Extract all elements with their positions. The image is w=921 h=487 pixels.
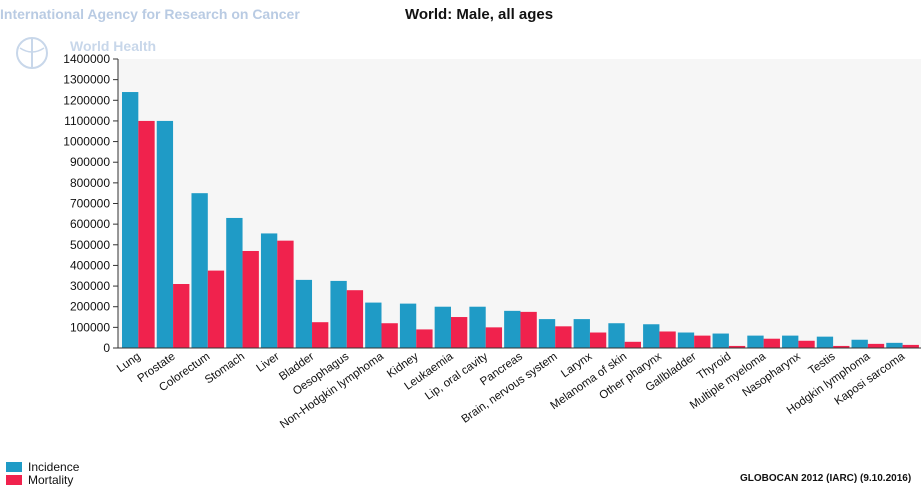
legend-swatch-incidence bbox=[6, 461, 22, 472]
bar-mortality bbox=[207, 270, 225, 348]
bar-mortality bbox=[694, 335, 711, 348]
bar-incidence bbox=[330, 280, 347, 348]
bar-incidence bbox=[538, 319, 556, 348]
bar-mortality bbox=[902, 344, 919, 348]
bar-mortality bbox=[555, 326, 572, 348]
bar-incidence bbox=[469, 306, 486, 348]
bar-mortality bbox=[485, 327, 503, 348]
y-tick-label: 300000 bbox=[70, 279, 110, 293]
bar-mortality bbox=[763, 338, 780, 348]
bar-incidence bbox=[226, 217, 243, 348]
bar-incidence bbox=[747, 335, 764, 348]
bar-mortality bbox=[242, 250, 259, 348]
bar-incidence bbox=[365, 302, 382, 348]
legend-label-incidence: Incidence bbox=[28, 459, 80, 474]
bar-mortality bbox=[173, 284, 190, 348]
bar-incidence bbox=[434, 306, 451, 348]
bar-mortality bbox=[277, 240, 294, 348]
bar-incidence bbox=[399, 303, 417, 348]
bar-mortality bbox=[798, 340, 815, 348]
x-tick-label: Lung bbox=[115, 351, 143, 376]
y-tick-label: 1300000 bbox=[63, 73, 110, 87]
bar-incidence bbox=[191, 193, 208, 348]
bar-mortality bbox=[589, 332, 607, 348]
bar-incidence bbox=[851, 339, 868, 348]
bar-mortality bbox=[346, 290, 364, 348]
bar-mortality bbox=[416, 329, 433, 348]
legend: Incidence Mortality bbox=[6, 459, 80, 487]
legend-item-mortality: Mortality bbox=[6, 472, 79, 487]
y-tick-label: 900000 bbox=[70, 155, 110, 169]
bar-incidence bbox=[886, 342, 903, 348]
y-tick-label: 500000 bbox=[70, 238, 110, 252]
bar-mortality bbox=[520, 311, 537, 348]
bar-incidence bbox=[816, 336, 834, 348]
bar-mortality bbox=[833, 345, 850, 348]
x-tick-label: Liver bbox=[254, 351, 281, 375]
chart-title: World: Male, all ages bbox=[405, 6, 554, 23]
bar-mortality bbox=[381, 323, 398, 348]
y-tick-label: 0 bbox=[103, 341, 110, 355]
bar-incidence bbox=[573, 319, 590, 348]
y-tick-label: 700000 bbox=[70, 197, 110, 211]
y-tick-label: 1400000 bbox=[63, 52, 110, 66]
bar-mortality bbox=[659, 331, 676, 348]
bar-mortality bbox=[450, 317, 468, 348]
bar-mortality bbox=[728, 345, 746, 348]
bar-mortality bbox=[867, 343, 885, 348]
bar-mortality bbox=[138, 120, 155, 348]
y-tick-label: 100000 bbox=[70, 320, 110, 334]
y-tick-label: 400000 bbox=[70, 258, 110, 272]
y-tick-label: 600000 bbox=[70, 217, 110, 231]
organization-name: International Agency for Research on Can… bbox=[0, 6, 300, 22]
bar-incidence bbox=[643, 324, 660, 348]
bar-incidence bbox=[712, 333, 729, 348]
y-tick-label: 1200000 bbox=[63, 93, 110, 107]
bar-incidence bbox=[504, 310, 521, 348]
bar-mortality bbox=[624, 341, 642, 348]
y-tick-label: 1000000 bbox=[63, 135, 110, 149]
organization-name-secondary: World Health bbox=[70, 38, 157, 54]
bar-incidence bbox=[608, 323, 625, 348]
y-tick-label: 800000 bbox=[70, 176, 110, 190]
legend-swatch-mortality bbox=[6, 474, 22, 485]
legend-item-incidence: Incidence bbox=[6, 459, 80, 474]
x-tick-label: Stomach bbox=[203, 351, 247, 387]
y-tick-label: 200000 bbox=[70, 300, 110, 314]
bar-incidence bbox=[156, 120, 174, 348]
bar-incidence bbox=[295, 279, 313, 348]
bar-incidence bbox=[677, 332, 695, 348]
source-credit: GLOBOCAN 2012 (IARC) (9.10.2016) bbox=[740, 473, 912, 484]
bar-incidence bbox=[782, 335, 799, 348]
who-logo-icon bbox=[16, 37, 48, 69]
y-tick-label: 1100000 bbox=[64, 114, 110, 128]
legend-label-mortality: Mortality bbox=[28, 472, 74, 487]
bar-incidence bbox=[260, 233, 278, 348]
bar-incidence bbox=[122, 92, 139, 349]
bar-mortality bbox=[312, 322, 329, 348]
